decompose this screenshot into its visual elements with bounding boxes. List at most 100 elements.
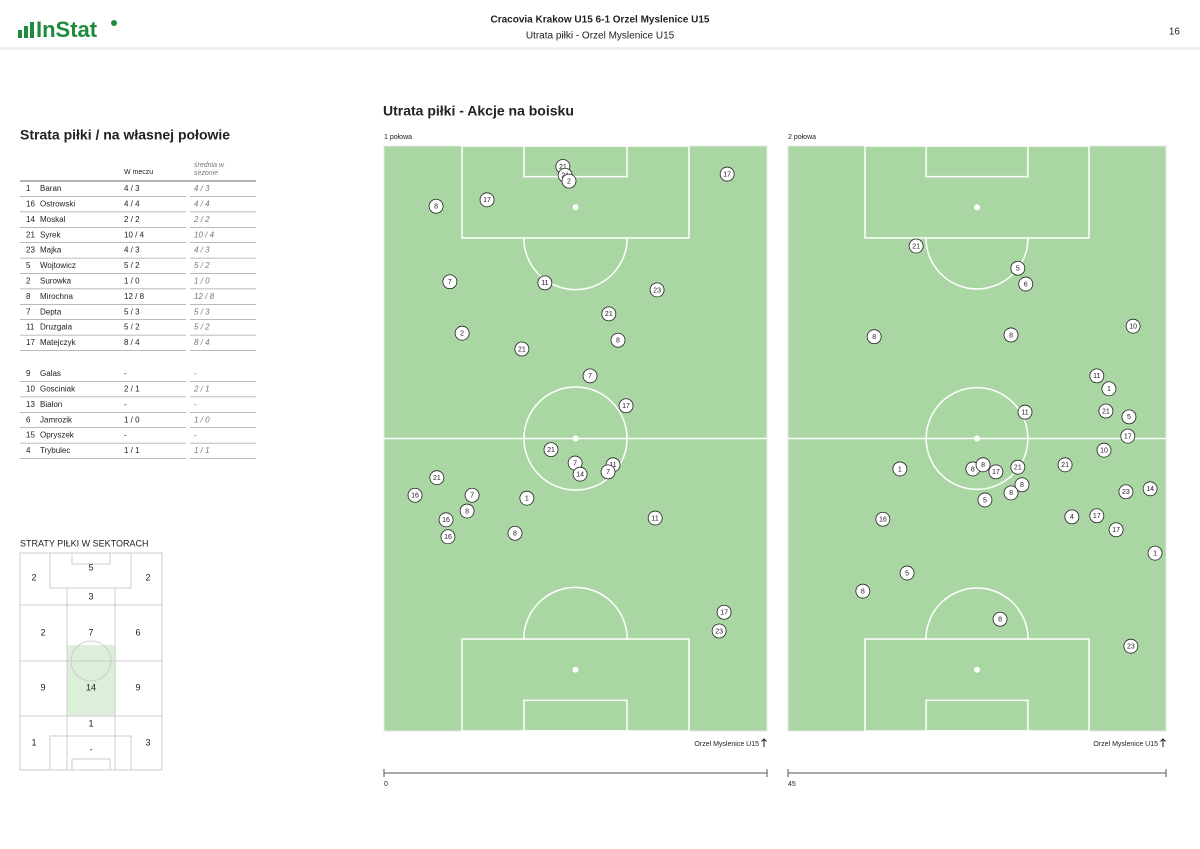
season-value: - [194, 400, 197, 409]
season-value: 2 / 2 [193, 215, 210, 224]
loss-marker [1017, 404, 1033, 420]
loss-marker [429, 470, 445, 486]
player-name: Depta [40, 307, 62, 316]
loss-marker [407, 487, 423, 503]
marker-label: 17 [1112, 527, 1120, 534]
marker-label: 8 [872, 334, 876, 341]
player-number: 7 [26, 307, 31, 316]
marker-label: 11 [609, 462, 616, 469]
marker-label: 14 [1146, 486, 1154, 493]
loss-marker [1147, 545, 1163, 561]
half-label: 2 połowa [788, 134, 816, 141]
match-value: 2 / 1 [124, 385, 140, 394]
marker-label: 1 [898, 466, 902, 473]
loss-marker [514, 341, 530, 357]
loss-marker [1010, 260, 1026, 276]
centre-circle [523, 386, 628, 491]
sector-value: 2 [40, 627, 45, 637]
player-name: Ostrowski [40, 200, 75, 209]
marker-label: 5 [983, 497, 987, 504]
loss-marker [975, 457, 991, 473]
sector-value: 3 [145, 737, 150, 747]
player-name: Jamrozik [40, 415, 73, 424]
loss-marker [1089, 508, 1105, 524]
loss-marker [438, 512, 454, 528]
loss-marker [1125, 318, 1141, 334]
spot [974, 435, 980, 442]
marker-label: 21 [1014, 465, 1022, 472]
marker-label: 8 [998, 617, 1002, 624]
penalty-arc [523, 586, 628, 640]
logo: InStat [36, 17, 98, 42]
player-number: 5 [26, 261, 31, 270]
header-subtitle: Utrata piłki - Orzel Myslenice U15 [526, 31, 675, 42]
sector-value: 14 [86, 682, 96, 692]
loss-marker [601, 306, 617, 322]
player-number: 10 [26, 385, 35, 394]
loss-marker [988, 464, 1004, 480]
loss-marker [543, 442, 559, 458]
marker-label: 17 [483, 197, 491, 204]
loss-marker [866, 329, 882, 345]
marker-label: 21 [433, 475, 441, 482]
match-value: 4 / 4 [124, 200, 140, 209]
player-number: 4 [26, 446, 31, 455]
timeline-start: 45 [788, 781, 796, 788]
season-value: 5 / 2 [194, 261, 210, 270]
marker-label: 8 [616, 338, 620, 345]
loss-marker [1003, 327, 1019, 343]
loss-marker [1108, 522, 1124, 538]
loss-marker [1101, 381, 1117, 397]
loss-marker [600, 464, 616, 480]
marker-label: 16 [879, 517, 887, 524]
column-header: średnia w sezonie [194, 162, 224, 177]
marker-label: 8 [861, 589, 865, 596]
marker-label: 21 [1102, 408, 1110, 415]
loss-marker [899, 565, 915, 581]
player-number: 21 [26, 230, 35, 239]
loss-marker [459, 503, 475, 519]
match-value: 5 / 2 [124, 261, 140, 270]
loss-marker [537, 275, 553, 291]
marker-label: 10 [1129, 324, 1137, 331]
loss-marker [1089, 368, 1105, 384]
loss-marker [507, 525, 523, 541]
player-number: 11 [26, 323, 35, 332]
marker-label: 16 [442, 517, 450, 524]
loss-marker [1096, 442, 1112, 458]
season-value: 1 / 1 [194, 446, 210, 455]
loss-marker [647, 510, 663, 526]
player-name: Wojtowicz [40, 261, 76, 270]
season-value: 5 / 3 [194, 307, 210, 316]
sector-value: 9 [40, 682, 45, 692]
marker-label: 21 [605, 311, 613, 318]
match-value: 1 / 1 [124, 446, 140, 455]
timeline-start: 0 [384, 781, 388, 788]
loss-marker [1064, 509, 1080, 525]
match-value: 4 / 3 [124, 246, 140, 255]
loss-marker [572, 466, 588, 482]
player-name: Gosciniak [40, 385, 76, 394]
marker-label: 23 [1127, 644, 1135, 651]
sector-value: 3 [88, 591, 93, 601]
marker-label: 6 [1024, 281, 1028, 288]
marker-label: 10 [1100, 448, 1108, 455]
team-label: Orzel Myslenice U15 [1093, 741, 1158, 748]
season-value: 12 / 8 [194, 292, 215, 301]
centre-circle [925, 386, 1029, 491]
loss-marker [479, 192, 495, 208]
loss-marker [1142, 481, 1158, 497]
loss-marker [719, 166, 735, 182]
goal-area [925, 699, 1029, 732]
loss-marker [464, 487, 480, 503]
marker-label: 17 [720, 610, 728, 617]
match-value: 1 / 0 [124, 277, 140, 286]
player-number: 15 [26, 431, 35, 440]
loss-marker [1120, 428, 1136, 444]
player-name: Bialon [40, 400, 62, 409]
marker-label: 11 [541, 280, 548, 287]
pitches-title: Utrata piłki - Akcje na boisku [383, 103, 574, 119]
marker-label: 8 [465, 508, 469, 515]
marker-label: 1 [1107, 386, 1111, 393]
